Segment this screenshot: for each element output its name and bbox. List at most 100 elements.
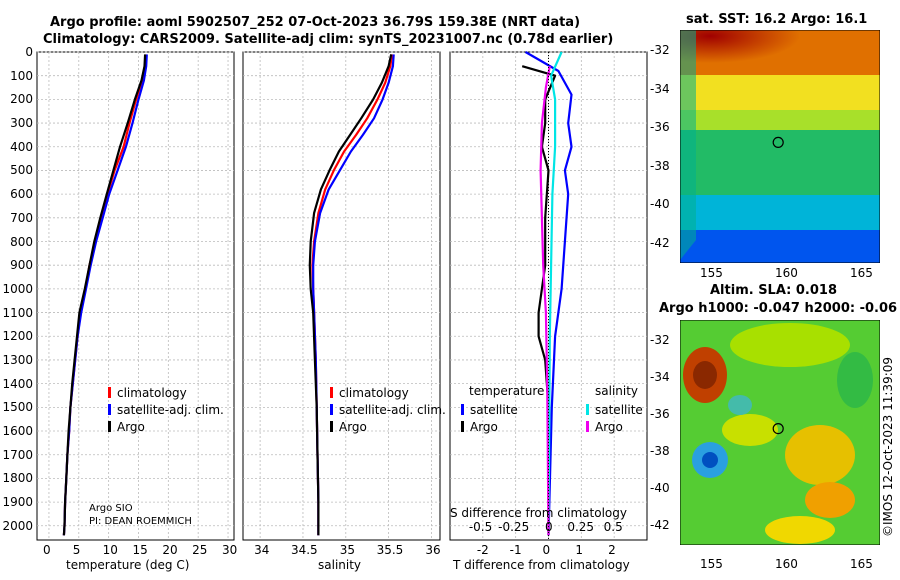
legend-s-satellite-swatch [586, 404, 589, 415]
depth-tick-label: 1600 [2, 424, 33, 439]
x-tick-label: 35.5 [376, 543, 404, 557]
map-lat-tick-label: -32 [650, 333, 670, 347]
x-tick-label: 36 [425, 543, 441, 557]
depth-tick-label: 1200 [2, 329, 33, 344]
sst-map [680, 30, 880, 263]
depth-tick-label: 900 [10, 258, 33, 273]
sla-map-blob [722, 414, 778, 446]
sst-argo-position-marker [772, 136, 784, 149]
x-tick-label: 0 [542, 543, 551, 557]
map-lat-tick-label: -42 [650, 518, 670, 532]
sla-map [680, 320, 880, 545]
plot-frame [242, 51, 441, 541]
depth-tick-label: 0 [25, 45, 33, 59]
legend-argo-label: Argo [339, 419, 367, 434]
x-tick-label: 2 [608, 543, 616, 557]
sla-map-title-line1: Altim. SLA: 0.018 [710, 283, 837, 298]
x-tick-label: 20 [162, 543, 178, 557]
legend-t-satellite-swatch [461, 404, 464, 415]
series-argo [62, 54, 147, 536]
legend-climatology-swatch [108, 387, 111, 398]
s-tick-label: -0.5 [468, 520, 493, 534]
credit-line1: Argo SIO [89, 503, 133, 514]
sst-map-hot-spot [680, 30, 880, 90]
series-s-argo [539, 66, 551, 536]
copyright-stamp: ©IMOS 12-Oct-2023 11:39:09 [881, 356, 895, 538]
legend-satellite-swatch [108, 404, 111, 415]
map-lon-tick-label: 160 [775, 266, 798, 280]
depth-tick-label: 700 [10, 210, 33, 225]
depth-tick-label: 800 [10, 234, 33, 249]
map-lat-tick-label: -38 [650, 444, 670, 458]
sla-map-blob [728, 395, 752, 415]
x-tick-label: 10 [102, 543, 118, 557]
depth-tick-label: 500 [10, 163, 33, 178]
sla-map-blob [805, 482, 855, 518]
sst-map-band-cyan [680, 195, 880, 235]
credit-line2: PI: DEAN ROEMMICH [89, 516, 192, 527]
sst-map-band-blue [680, 230, 880, 263]
x-tick-label: 1 [575, 543, 583, 557]
x-tick-label: 15 [132, 543, 148, 557]
sla-map-title-line2: Argo h1000: -0.047 h2000: -0.06 [659, 301, 898, 316]
depth-tick-label: 300 [10, 116, 33, 131]
legend-satellite-label: satellite-adj. clim. [339, 402, 446, 417]
sla-argo-position-marker [772, 422, 784, 435]
x-tick-label: 25 [192, 543, 208, 557]
depth-tick-label: 1900 [2, 495, 33, 510]
legend-t-satellite-label: satellite [470, 402, 518, 417]
difference-xlabel: T difference from climatology [453, 558, 630, 572]
map-lat-tick-label: -34 [650, 370, 670, 384]
x-tick-label: -2 [476, 543, 489, 557]
x-tick-label: 5 [72, 543, 81, 557]
legend-s-argo-label: Argo [595, 419, 623, 434]
sla-map-blob [765, 516, 835, 544]
map-lat-tick-label: -36 [650, 120, 670, 135]
map-lon-tick-label: 155 [700, 557, 723, 571]
diff-legend-left: satellite Argo [461, 401, 518, 435]
x-tick-label: 30 [222, 543, 238, 557]
depth-tick-label: 1700 [2, 447, 33, 462]
figure-title-line2: Climatology: CARS2009. Satellite-adj cli… [43, 32, 614, 47]
legend-temperature-header: temperature [469, 384, 545, 398]
legend-argo-swatch [330, 421, 333, 432]
map-lat-tick-label: -36 [650, 407, 670, 421]
sla-map-blob [730, 323, 850, 367]
plot-frame [36, 51, 235, 541]
depth-tick-label: 200 [10, 92, 33, 107]
map-lon-tick-label: 165 [850, 557, 873, 571]
legend-salinity-header: salinity [595, 384, 639, 398]
map-lat-tick-label: -40 [650, 197, 670, 212]
x-tick-label: 34 [254, 543, 270, 557]
x-tick-label: 35 [339, 543, 356, 557]
sla-map-blob [837, 352, 873, 408]
map-lat-tick-label: -38 [650, 158, 670, 173]
depth-tick-label: 1500 [2, 400, 33, 415]
sla-map-blob [702, 452, 718, 468]
series-t-satellite [524, 51, 573, 536]
s-tick-label: -0.25 [498, 520, 530, 534]
depth-tick-label: 2000 [2, 518, 33, 533]
depth-tick-label: 1800 [2, 471, 33, 486]
sst-map-band-green [680, 130, 880, 200]
x-tick-label: 34.5 [290, 543, 318, 557]
legend-argo-label: Argo [117, 419, 145, 434]
legend-satellite-label: satellite-adj. clim. [117, 402, 224, 417]
depth-tick-label: 400 [10, 139, 33, 154]
map-lon-tick-label: 165 [850, 266, 873, 280]
s-tick-label: 0.5 [603, 520, 623, 534]
depth-tick-label: 1400 [2, 376, 33, 391]
series-s-satellite [547, 51, 563, 536]
depth-tick-label: 100 [10, 68, 33, 83]
x-tick-label: 0 [42, 543, 51, 557]
legend-t-argo-swatch [461, 421, 464, 432]
legend-satellite-swatch [330, 404, 333, 415]
sla-map-blob [785, 425, 855, 485]
map-lon-tick-label: 155 [700, 266, 723, 280]
legend-climatology-swatch [330, 387, 333, 398]
legend-climatology-label: climatology [339, 385, 409, 400]
temperature-legend: climatology satellite-adj. clim. Argo [108, 384, 224, 435]
legend-t-argo-label: Argo [470, 419, 498, 434]
map-lat-tick-label: -40 [650, 481, 670, 495]
